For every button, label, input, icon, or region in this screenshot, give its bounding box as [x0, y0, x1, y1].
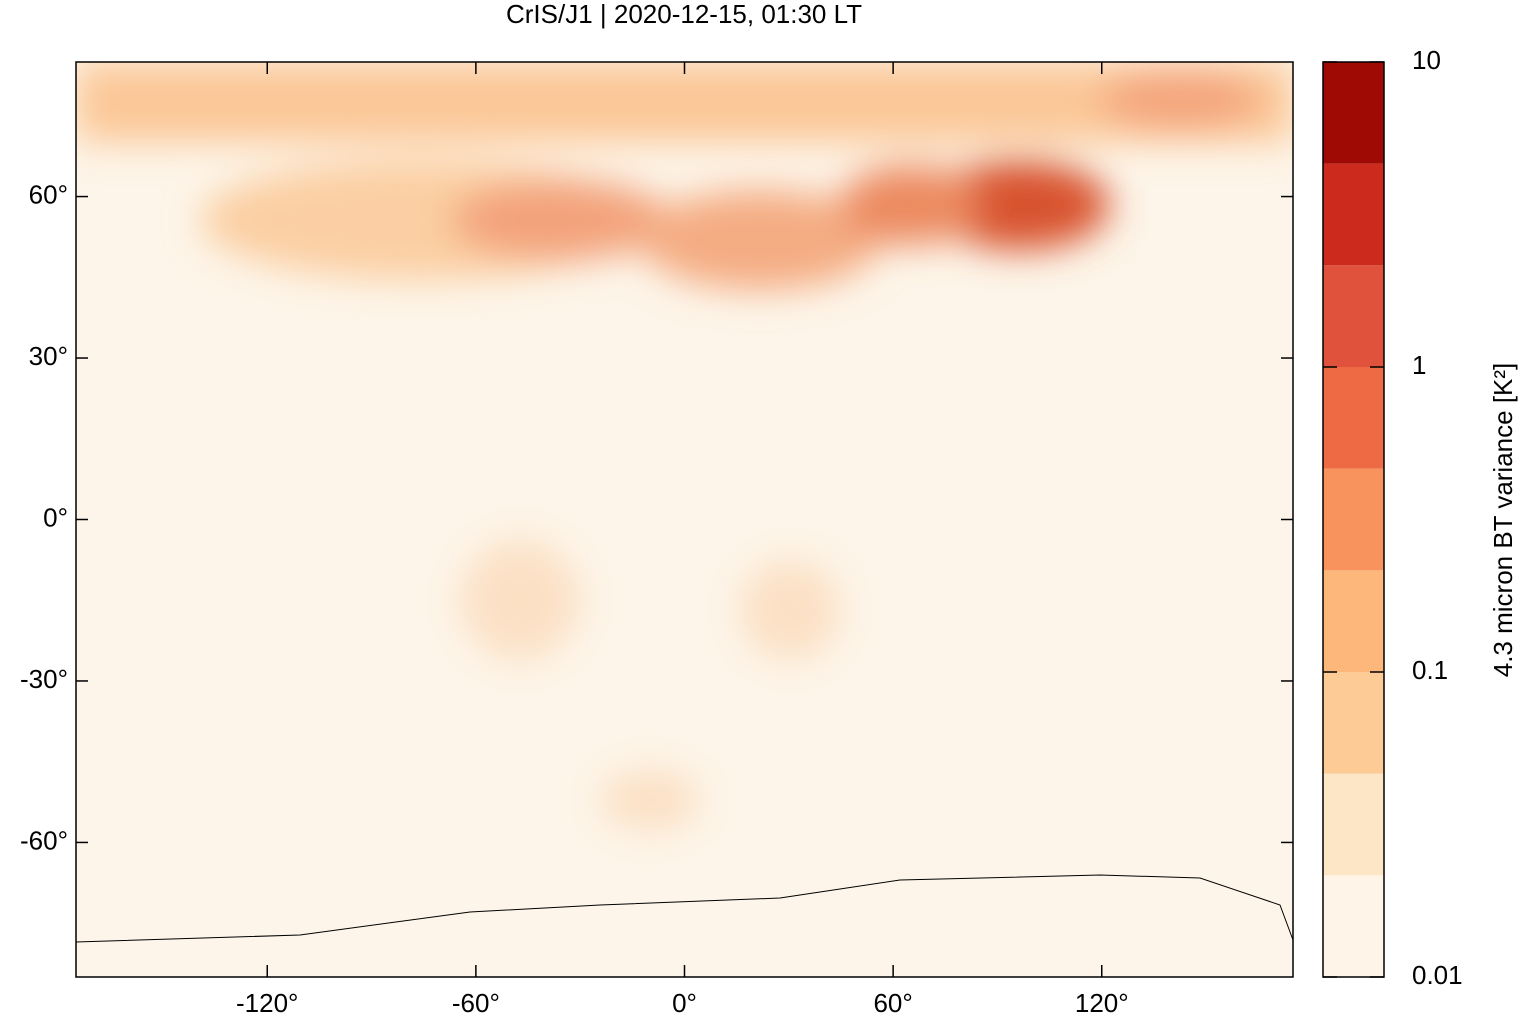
y-tick-label: -30°: [20, 664, 68, 694]
colorbar-tick-label: 10: [1412, 45, 1441, 75]
map-field: [76, 62, 1293, 977]
colorbar-band: [1323, 367, 1384, 469]
y-tick-label: -60°: [20, 825, 68, 855]
x-tick-label: 120°: [1075, 988, 1129, 1018]
colorbar-band: [1323, 570, 1384, 672]
colorbar-tick-label: 0.01: [1412, 960, 1463, 990]
colorbar-band: [1323, 672, 1384, 774]
colorbar-frame: [1322, 61, 1385, 978]
coastline: [76, 874, 1293, 943]
x-tick-label: 60°: [873, 988, 912, 1018]
colorbar-band: [1323, 773, 1384, 876]
colorbar-band: [1323, 163, 1384, 266]
y-tick-label: 0°: [43, 502, 68, 532]
colorbar-band: [1323, 62, 1384, 164]
colorbar-tick-label: 1: [1412, 350, 1426, 380]
colorbar-band: [1323, 265, 1384, 367]
x-tick-label: -60°: [452, 988, 500, 1018]
colorbar-label: 4.3 micron BT variance [K²]: [1488, 363, 1518, 678]
x-tick-label: -120°: [236, 988, 298, 1018]
y-tick-label: 30°: [29, 341, 68, 371]
colorbar-band: [1323, 875, 1384, 977]
colorbar-band: [1323, 468, 1384, 571]
x-tick-label: 0°: [672, 988, 697, 1018]
chart-title: CrIS/J1 | 2020-12-15, 01:30 LT: [506, 0, 862, 29]
colorbar-tick-label: 0.1: [1412, 655, 1448, 685]
variance-field: [76, 62, 1293, 830]
y-tick-label: 60°: [29, 179, 68, 209]
